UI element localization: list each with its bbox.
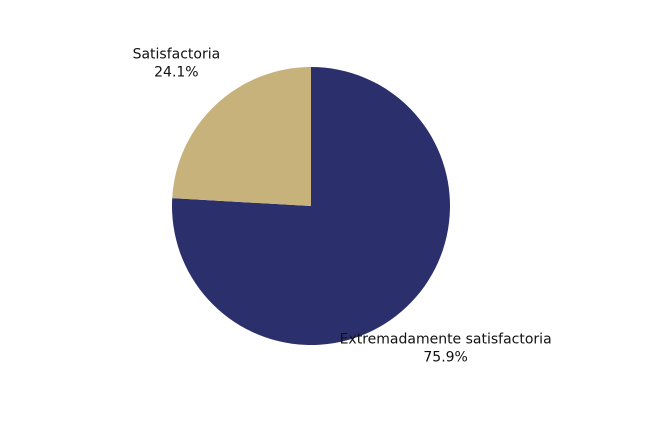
slice-label: Satisfactoria (133, 47, 221, 63)
slice-value-label: 24.1% (154, 65, 198, 81)
slice-value-label: 75.9% (423, 349, 467, 365)
slice-label: Extremadamente satisfactoria (340, 331, 552, 347)
pie-slice (172, 67, 311, 206)
